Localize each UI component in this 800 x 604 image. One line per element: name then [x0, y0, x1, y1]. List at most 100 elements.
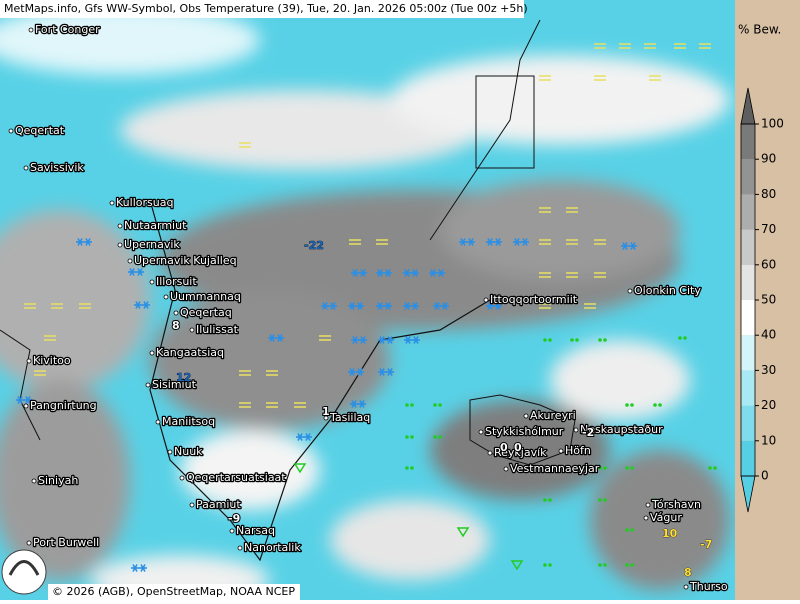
colorbar-label: 50: [761, 293, 776, 307]
snow-symbol: [522, 238, 528, 246]
place-marker: [523, 413, 529, 419]
rain-symbol: [410, 435, 414, 439]
place-label: Narsaq: [236, 524, 275, 537]
colorbar-band: [741, 335, 755, 371]
snow-symbol: [85, 238, 91, 246]
map-title: MetMaps.info, Gfs WW-Symbol, Obs Tempera…: [4, 2, 528, 15]
rain-symbol: [630, 528, 634, 532]
place-label: Nanortalik: [244, 541, 301, 554]
snow-symbol: [430, 269, 436, 277]
snow-symbol: [305, 433, 311, 441]
snow-symbol: [412, 269, 418, 277]
rain-symbol: [543, 563, 547, 567]
rain-symbol: [570, 338, 574, 342]
snow-symbol: [434, 302, 440, 310]
place-label: Kivitoo: [33, 354, 71, 367]
place-marker: [149, 350, 155, 356]
rain-symbol: [405, 435, 409, 439]
rain-symbol: [603, 563, 607, 567]
rain-symbol: [603, 466, 607, 470]
place-labels: Fort Conger Qeqertat Savissivik Kullorsuaq N…: [8, 22, 729, 594]
observation-value: 0: [500, 441, 508, 454]
place-marker: [323, 415, 329, 421]
rain-symbol: [630, 403, 634, 407]
colorbar-label: 100: [761, 117, 784, 131]
place-marker: [627, 288, 633, 294]
place-marker: [26, 358, 32, 364]
snow-symbol: [377, 302, 383, 310]
place-label: Vestmannaeyjar: [510, 462, 600, 475]
place-marker: [23, 165, 29, 171]
shower-symbol: [510, 560, 524, 571]
observation-value: -7: [700, 538, 712, 551]
rain-symbol: [713, 466, 717, 470]
rain-symbol: [433, 403, 437, 407]
rain-symbol: [625, 563, 629, 567]
cloud-field: [0, 0, 735, 600]
place-label: Fort Conger: [35, 23, 100, 36]
copyright: © 2026 (AGB), OpenStreetMap, NOAA NCEP: [52, 585, 295, 598]
rain-symbol: [438, 435, 442, 439]
snow-symbol: [137, 268, 143, 276]
place-marker: [117, 223, 123, 229]
rain-symbol: [630, 466, 634, 470]
observation-value: 1: [322, 405, 330, 418]
colorbar-band: [741, 370, 755, 406]
place-label: Savissivik: [30, 161, 84, 174]
place-marker: [645, 502, 651, 508]
colorbar-band: [741, 159, 755, 195]
colorbar-band: [741, 229, 755, 265]
place-label: Qeqertarsuatsiaat: [186, 471, 286, 484]
place-label: Upernavik Kujalleq: [134, 254, 237, 267]
snow-symbol: [495, 302, 501, 310]
observation-value: 12: [176, 371, 191, 384]
colorbar-band: [741, 194, 755, 230]
snow-symbol: [487, 302, 493, 310]
place-marker: [558, 448, 564, 454]
observation-value: -9: [228, 512, 240, 525]
colorbar: 0 10 20 30 40 50 60 70 80 90 100: [740, 87, 784, 513]
rain-symbol: [410, 403, 414, 407]
snow-symbol: [514, 238, 520, 246]
snow-symbol: [330, 302, 336, 310]
place-label: Akureyri: [530, 409, 576, 422]
snow-symbol: [360, 269, 366, 277]
snow-symbol: [385, 302, 391, 310]
place-marker: [8, 128, 14, 134]
place-marker: [155, 419, 161, 425]
snow-symbol: [349, 368, 355, 376]
colorbar-label: 60: [761, 257, 776, 271]
place-marker: [173, 310, 179, 316]
logo: [1, 549, 47, 595]
place-marker: [478, 429, 484, 435]
snow-symbol: [359, 400, 365, 408]
place-marker: [487, 450, 493, 456]
rain-symbol: [653, 498, 657, 502]
colorbar-label: 70: [761, 222, 776, 236]
snow-symbol: [387, 368, 393, 376]
colorbar-frame: [740, 123, 756, 477]
observation-value: -22: [304, 239, 324, 252]
place-label: Tórshavn: [651, 498, 701, 511]
place-label: Upernavik: [124, 238, 180, 251]
snow-symbol: [77, 238, 83, 246]
colorbar-label: 90: [761, 152, 776, 166]
place-label: Qeqertaq: [180, 306, 232, 319]
snow-symbol: [357, 368, 363, 376]
snow-symbol: [385, 269, 391, 277]
rain-symbol: [625, 466, 629, 470]
colorbar-band: [741, 440, 755, 476]
place-label: Nutaarmiut: [124, 219, 187, 232]
rain-symbol: [433, 435, 437, 439]
place-marker: [643, 515, 649, 521]
place-marker: [28, 27, 34, 33]
snow-symbol: [387, 336, 393, 344]
rain-symbol: [678, 336, 682, 340]
snow-symbol: [412, 302, 418, 310]
place-label: Ittoqqortoormiit: [490, 293, 578, 306]
snow-symbol: [468, 238, 474, 246]
snow-symbol: [25, 396, 31, 404]
snow-symbol: [129, 268, 135, 276]
